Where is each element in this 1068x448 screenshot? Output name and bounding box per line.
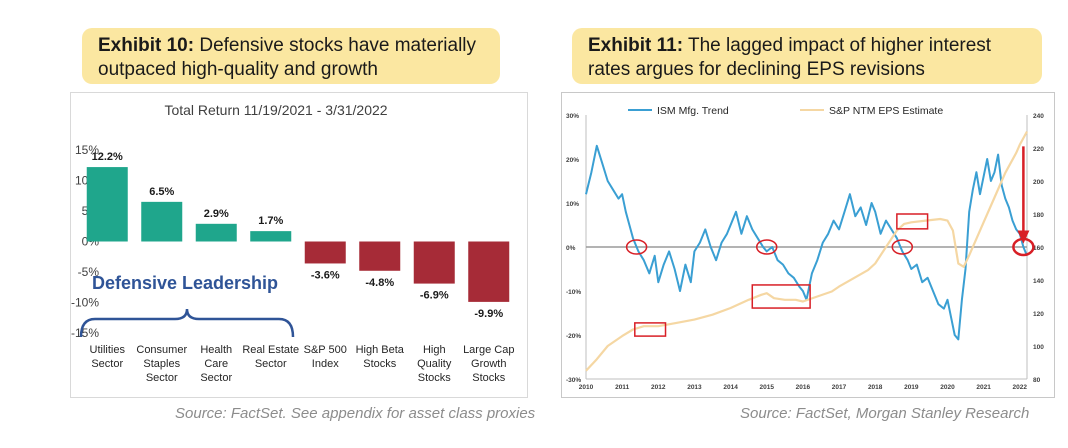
bar xyxy=(250,231,292,242)
x-tick-label: 2011 xyxy=(615,384,629,391)
category-label: High Beta xyxy=(356,344,405,356)
category-label: S&P 500 xyxy=(304,344,347,356)
category-label: Stocks xyxy=(363,358,397,370)
y-tick-label: -5% xyxy=(78,265,100,279)
exhibit-10-number: Exhibit 10: xyxy=(98,35,195,56)
line-chart: 30% 20% 10% 0% -10% -20% -30% 240 220 200 180 160 14… xyxy=(566,105,1044,391)
exhibit-10-title-box: Exhibit 10: Defensive stocks have materi… xyxy=(82,28,500,84)
exhibit-11-source: Source: FactSet, Morgan Stanley Research xyxy=(740,405,1030,422)
highlight-box xyxy=(896,213,929,230)
category-label: Sector xyxy=(200,372,232,384)
category-label: High xyxy=(423,344,446,356)
x-tick-label: 2020 xyxy=(940,384,955,391)
highlight-circle xyxy=(755,239,778,255)
right-tick-label: 220 xyxy=(1033,146,1044,153)
category-label: Sector xyxy=(255,358,287,370)
bar-chart-title: Total Return 11/19/2021 - 3/31/2022 xyxy=(164,102,387,118)
y-tick-label: -10% xyxy=(71,296,99,310)
left-tick-label: 0% xyxy=(566,245,576,252)
left-tick-label: 30% xyxy=(566,113,579,120)
y-tick-label: 15% xyxy=(75,143,99,157)
bar-value-label: -9.9% xyxy=(474,308,503,320)
x-tick-label: 2014 xyxy=(723,384,738,391)
legend-label-ism: ISM Mfg. Trend xyxy=(657,105,729,117)
left-tick-label: -10% xyxy=(566,289,581,296)
right-tick-label: 100 xyxy=(1033,344,1044,351)
bar-chart: Total Return 11/19/2021 - 3/31/202215%10… xyxy=(71,102,514,384)
x-tick-label: 2013 xyxy=(687,384,702,391)
bar-value-label: -4.8% xyxy=(365,277,394,289)
right-tick-label: 180 xyxy=(1033,212,1044,219)
exhibit-11-title: The lagged impact of higher interest rat… xyxy=(588,35,992,80)
bar xyxy=(195,223,237,242)
category-label: Consumer xyxy=(136,344,187,356)
highlight-circle xyxy=(891,239,914,255)
bar-value-label: 2.9% xyxy=(204,208,229,220)
line-chart-panel: 30% 20% 10% 0% -10% -20% -30% 240 220 200 180 160 14… xyxy=(561,92,1055,398)
category-label: Quality xyxy=(417,358,452,370)
x-tick-label: 2019 xyxy=(904,384,919,391)
bar xyxy=(413,241,455,284)
category-label: Stocks xyxy=(418,372,452,384)
category-label: Stocks xyxy=(472,372,506,384)
right-tick-label: 240 xyxy=(1033,113,1044,120)
category-label: Utilities xyxy=(90,344,126,356)
bar-value-label: 6.5% xyxy=(149,186,174,198)
y-tick-label: -15% xyxy=(71,326,99,340)
ism-mfg-trend-line xyxy=(585,144,1028,341)
bar xyxy=(304,241,346,264)
defensive-brace xyxy=(79,308,295,338)
legend-label-eps: S&P NTM EPS Estimate xyxy=(829,105,943,117)
category-label: Staples xyxy=(143,358,180,370)
highlight-box xyxy=(634,322,667,337)
bar-chart-panel: Total Return 11/19/2021 - 3/31/202215%10… xyxy=(70,92,528,398)
x-tick-label: 2016 xyxy=(796,384,811,391)
exhibit-10-source: Source: FactSet. See appendix for asset … xyxy=(175,405,536,422)
right-tick-label: 140 xyxy=(1033,278,1044,285)
highlight-circle xyxy=(625,239,648,255)
category-label: Sector xyxy=(146,372,178,384)
highlight-box xyxy=(751,284,811,309)
left-tick-label: 20% xyxy=(566,157,579,164)
down-arrow-head xyxy=(1017,230,1030,244)
right-tick-label: 160 xyxy=(1033,245,1044,252)
defensive-leadership-annotation: Defensive Leadership xyxy=(92,273,278,293)
bar-value-label: 12.2% xyxy=(92,151,123,163)
x-tick-label: 2018 xyxy=(868,384,883,391)
category-label: Real Estate xyxy=(242,344,299,356)
bar xyxy=(359,241,401,271)
category-label: Sector xyxy=(91,358,123,370)
sp-ntm-eps-line xyxy=(585,130,1028,372)
x-tick-label: 2022 xyxy=(1013,384,1028,391)
x-tick-label: 2012 xyxy=(651,384,666,391)
bar xyxy=(86,167,128,242)
bar xyxy=(141,201,183,242)
right-tick-label: 120 xyxy=(1033,311,1044,318)
category-label: Large Cap xyxy=(463,344,514,356)
right-tick-label: 80 xyxy=(1033,377,1041,384)
exhibit-11-number: Exhibit 11: xyxy=(588,35,684,56)
bar-value-label: 1.7% xyxy=(258,215,283,227)
category-label: Index xyxy=(312,358,339,370)
category-label: Growth xyxy=(471,358,506,370)
x-tick-label: 2010 xyxy=(579,384,594,391)
left-tick-label: -20% xyxy=(566,333,581,340)
category-label: Health xyxy=(200,344,232,356)
bar-value-label: -6.9% xyxy=(420,290,449,302)
exhibit-11-title-box: Exhibit 11: The lagged impact of higher … xyxy=(572,28,1042,84)
left-tick-label: -30% xyxy=(566,377,581,384)
right-tick-label: 200 xyxy=(1033,179,1044,186)
category-label: Care xyxy=(204,358,228,370)
bar xyxy=(468,241,510,302)
x-tick-label: 2021 xyxy=(976,384,991,391)
exhibit-10-title: Defensive stocks have materially outpace… xyxy=(98,35,477,80)
x-tick-label: 2015 xyxy=(760,384,775,391)
left-tick-label: 10% xyxy=(566,201,579,208)
bar-value-label: -3.6% xyxy=(311,269,340,281)
x-tick-label: 2017 xyxy=(832,384,847,391)
